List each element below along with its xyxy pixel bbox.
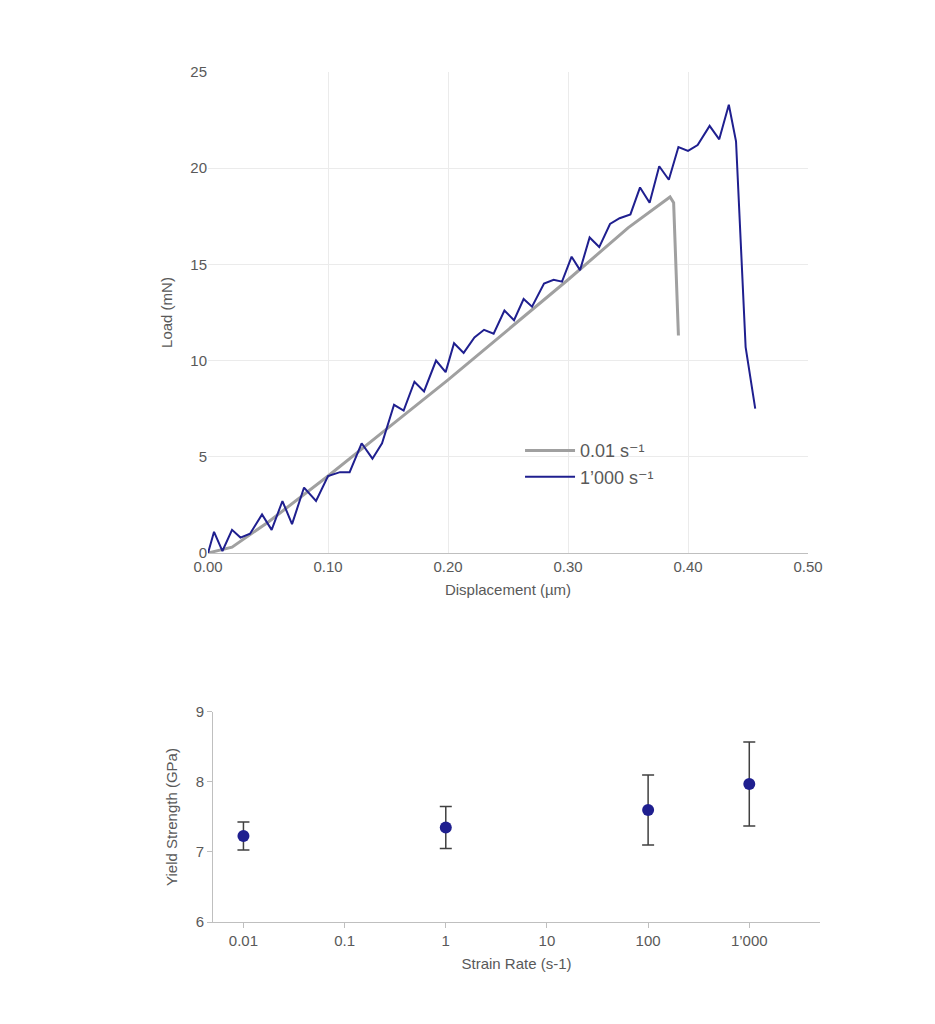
svg-text:9: 9: [196, 703, 204, 720]
svg-text:Displacement (µm): Displacement (µm): [445, 581, 571, 598]
svg-text:Strain Rate (s-1): Strain Rate (s-1): [461, 955, 571, 972]
svg-text:1’000: 1’000: [731, 932, 768, 949]
svg-text:Yield Strength (GPa): Yield Strength (GPa): [163, 748, 180, 886]
svg-text:1’000 s⁻¹: 1’000 s⁻¹: [580, 468, 654, 488]
svg-text:0.10: 0.10: [313, 558, 342, 575]
svg-text:20: 20: [190, 159, 207, 176]
svg-text:6: 6: [196, 913, 204, 930]
svg-text:1: 1: [442, 932, 450, 949]
svg-text:5: 5: [199, 448, 207, 465]
svg-text:7: 7: [196, 843, 204, 860]
svg-text:15: 15: [190, 256, 207, 273]
svg-text:0.01: 0.01: [229, 932, 258, 949]
svg-text:0: 0: [199, 544, 207, 561]
svg-text:0.01 s⁻¹: 0.01 s⁻¹: [580, 441, 645, 461]
svg-text:0.40: 0.40: [673, 558, 702, 575]
svg-text:Load (mN): Load (mN): [158, 277, 175, 348]
svg-text:0.30: 0.30: [553, 558, 582, 575]
svg-text:8: 8: [196, 773, 204, 790]
svg-text:100: 100: [636, 932, 661, 949]
svg-text:0.50: 0.50: [793, 558, 822, 575]
svg-text:0.00: 0.00: [193, 558, 222, 575]
svg-text:0.20: 0.20: [433, 558, 462, 575]
svg-text:25: 25: [190, 63, 207, 80]
svg-text:10: 10: [539, 932, 556, 949]
svg-text:10: 10: [190, 352, 207, 369]
svg-text:0.1: 0.1: [334, 932, 355, 949]
